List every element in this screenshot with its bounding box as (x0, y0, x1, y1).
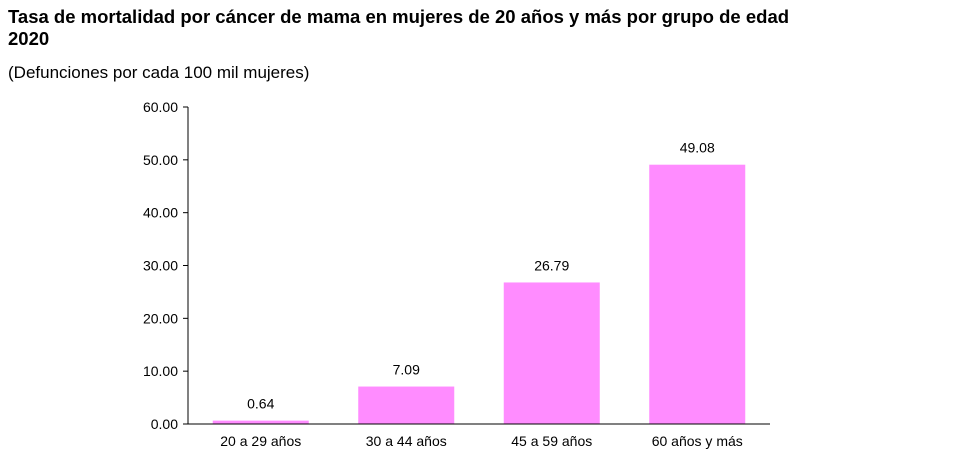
y-tick-label-4: 40.00 (143, 205, 178, 221)
x-tick-label-4: 60 años y más (652, 433, 743, 449)
bar-2 (358, 386, 455, 424)
y-tick-label-2: 20.00 (143, 310, 178, 326)
x-tick-label-3: 45 a 59 años (511, 433, 592, 449)
y-tick-label-3: 30.00 (143, 258, 178, 274)
x-tick-label-2: 30 a 44 años (366, 433, 447, 449)
chart-subtitle: (Defunciones por cada 100 mil mujeres) (8, 63, 310, 82)
y-tick-label-6: 60.00 (143, 99, 178, 115)
bar-1 (212, 420, 309, 424)
data-label-2: 7.09 (393, 362, 420, 378)
y-tick-label-0: 0.00 (151, 416, 178, 432)
data-label-1: 0.64 (247, 396, 274, 412)
data-label-3: 26.79 (534, 257, 569, 273)
y-tick-label-1: 10.00 (143, 363, 178, 379)
data-label-4: 49.08 (680, 140, 715, 156)
chart-title-line1: Tasa de mortalidad por cáncer de mama en… (8, 6, 790, 27)
chart-title-line2: 2020 (8, 28, 50, 49)
bar-3 (503, 282, 600, 424)
y-tick-label-5: 50.00 (143, 152, 178, 168)
bar-4 (649, 164, 746, 424)
x-tick-label-1: 20 a 29 años (220, 433, 301, 449)
chart-title: Tasa de mortalidad por cáncer de mama en… (8, 6, 963, 50)
